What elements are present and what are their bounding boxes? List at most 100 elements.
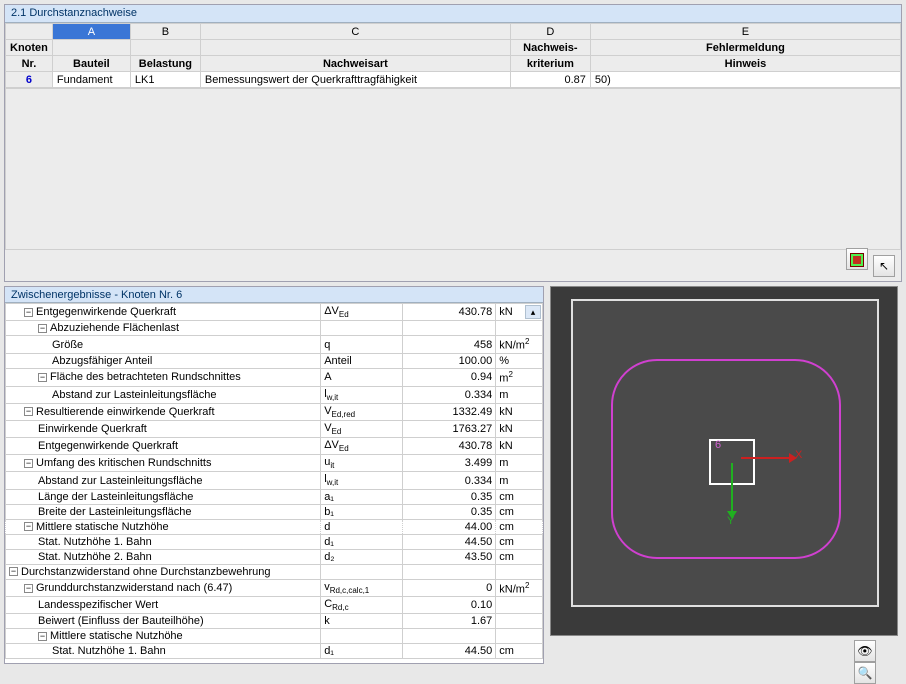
detail-table[interactable]: −Entgegenwirkende QuerkraftΔVEd430.78kN−…: [5, 303, 543, 659]
detail-name: Stat. Nutzhöhe 1. Bahn: [6, 644, 321, 659]
expand-icon[interactable]: −: [24, 522, 33, 531]
cell-hinweis[interactable]: 50): [590, 72, 900, 88]
detail-symbol: uit: [321, 455, 403, 472]
detail-value: 3.499: [402, 455, 495, 472]
x-axis: [741, 457, 791, 459]
detail-row[interactable]: −Mittlere statische Nutzhöhe: [6, 629, 543, 644]
detail-unit: m: [496, 472, 543, 489]
detail-name: Entgegenwirkende Querkraft: [6, 438, 321, 455]
detail-row[interactable]: Größeq458kN/m2: [6, 336, 543, 354]
cell-bauteil[interactable]: Fundament: [52, 72, 130, 88]
results-table[interactable]: A B C D E Knoten Nachweis- Fehlermeldung…: [5, 23, 901, 88]
expand-icon[interactable]: −: [9, 567, 18, 576]
detail-row[interactable]: Landesspezifischer WertCRd,c0.10: [6, 597, 543, 614]
expand-icon[interactable]: −: [24, 459, 33, 468]
detail-row[interactable]: Entgegenwirkende QuerkraftΔVEd430.78kN: [6, 438, 543, 455]
table-row[interactable]: 6 Fundament LK1 Bemessungswert der Querk…: [6, 72, 901, 88]
detail-unit: kN/m2: [496, 336, 543, 354]
detail-symbol: Anteil: [321, 353, 403, 368]
detail-symbol: d₁: [321, 644, 403, 659]
detail-row[interactable]: −Entgegenwirkende QuerkraftΔVEd430.78kN: [6, 304, 543, 321]
expand-icon[interactable]: −: [38, 373, 47, 382]
detail-name: Einwirkende Querkraft: [6, 420, 321, 437]
header-row-2: Nr. Bauteil Belastung Nachweisart kriter…: [6, 56, 901, 72]
detail-row[interactable]: Stat. Nutzhöhe 1. Bahnd₁44.50cm: [6, 534, 543, 549]
zoom-button[interactable]: 🔍: [854, 662, 876, 684]
detail-unit: [496, 629, 543, 644]
detail-unit: [496, 614, 543, 629]
detail-value: 430.78: [402, 304, 495, 321]
detail-row[interactable]: Stat. Nutzhöhe 2. Bahnd₂43.50cm: [6, 549, 543, 564]
detail-symbol: d: [321, 519, 403, 534]
col-e[interactable]: E: [590, 24, 900, 40]
detail-value: 458: [402, 336, 495, 354]
cell-belastung[interactable]: LK1: [130, 72, 200, 88]
detail-name: −Resultierende einwirkende Querkraft: [6, 403, 321, 420]
detail-symbol: a₁: [321, 489, 403, 504]
detail-value: 43.50: [402, 549, 495, 564]
cell-nr[interactable]: 6: [6, 72, 53, 88]
pick-button[interactable]: ↖: [873, 255, 895, 277]
detail-row[interactable]: −Umfang des kritischen Rundschnittsuit3.…: [6, 455, 543, 472]
hdr-nachweis: Nachweis-: [510, 40, 590, 56]
detail-symbol: k: [321, 614, 403, 629]
detail-value: 1763.27: [402, 420, 495, 437]
detail-row[interactable]: Einwirkende QuerkraftVEd1763.27kN: [6, 420, 543, 437]
cell-nachweisart[interactable]: Bemessungswert der Querkrafttragfähigkei…: [200, 72, 510, 88]
detail-value: 44.00: [402, 519, 495, 534]
detail-row[interactable]: −Resultierende einwirkende QuerkraftVEd,…: [6, 403, 543, 420]
expand-icon[interactable]: −: [24, 584, 33, 593]
detail-name: −Mittlere statische Nutzhöhe: [6, 519, 321, 534]
detail-value: 0.35: [402, 489, 495, 504]
detail-symbol: b₁: [321, 504, 403, 519]
scroll-up-button[interactable]: ▴: [525, 305, 541, 319]
detail-value: 1332.49: [402, 403, 495, 420]
detail-row[interactable]: −Grunddurchstanzwiderstand nach (6.47)vR…: [6, 579, 543, 597]
detail-row[interactable]: −Fläche des betrachteten RundschnittesA0…: [6, 368, 543, 386]
hdr-knoten: Knoten: [6, 40, 53, 56]
detail-name: Abzugsfähiger Anteil: [6, 353, 321, 368]
column-letter-row: A B C D E: [6, 24, 901, 40]
view-button[interactable]: 👁: [854, 640, 876, 662]
detail-symbol: vRd,c,calc,1: [321, 579, 403, 597]
col-c[interactable]: C: [200, 24, 510, 40]
detail-row[interactable]: Stat. Nutzhöhe 1. Bahnd₁44.50cm: [6, 644, 543, 659]
y-axis-label: Y: [727, 515, 734, 527]
col-a[interactable]: A: [52, 24, 130, 40]
detail-symbol: VEd,red: [321, 403, 403, 420]
detail-row[interactable]: Beiwert (Einfluss der Bauteilhöhe)k1.67: [6, 614, 543, 629]
detail-row[interactable]: −Abzuziehende Flächenlast: [6, 321, 543, 336]
detail-symbol: VEd: [321, 420, 403, 437]
hdr-nachweisart: Nachweisart: [200, 56, 510, 72]
detail-row[interactable]: Länge der Lasteinleitungsflächea₁0.35cm: [6, 489, 543, 504]
hdr-hinweis: Hinweis: [590, 56, 900, 72]
detail-row[interactable]: −Mittlere statische Nutzhöhed44.00cm: [6, 519, 543, 534]
detail-value: 100.00: [402, 353, 495, 368]
col-d[interactable]: D: [510, 24, 590, 40]
detail-row[interactable]: Abzugsfähiger AnteilAnteil100.00%: [6, 353, 543, 368]
detail-name: −Durchstanzwiderstand ohne Durchstanzbew…: [6, 564, 321, 579]
detail-name: Beiwert (Einfluss der Bauteilhöhe): [6, 614, 321, 629]
3d-viewport[interactable]: X Y 6: [550, 286, 898, 636]
expand-icon[interactable]: −: [24, 308, 33, 317]
expand-icon[interactable]: −: [38, 324, 47, 333]
detail-row[interactable]: Abstand zur Lasteinleitungsflächelw,it0.…: [6, 386, 543, 403]
detail-unit: kN/m2: [496, 579, 543, 597]
detail-name: Stat. Nutzhöhe 1. Bahn: [6, 534, 321, 549]
col-b[interactable]: B: [130, 24, 200, 40]
detail-row[interactable]: −Durchstanzwiderstand ohne Durchstanzbew…: [6, 564, 543, 579]
detail-symbol: q: [321, 336, 403, 354]
detail-value: 430.78: [402, 438, 495, 455]
detail-symbol: d₁: [321, 534, 403, 549]
expand-icon[interactable]: −: [24, 407, 33, 416]
x-axis-label: X: [795, 449, 802, 461]
detail-value: 0: [402, 579, 495, 597]
filter-button[interactable]: [846, 248, 868, 270]
cell-kriterium[interactable]: 0.87: [510, 72, 590, 88]
expand-icon[interactable]: −: [38, 632, 47, 641]
detail-unit: [496, 564, 543, 579]
detail-row[interactable]: Abstand zur Lasteinleitungsflächelw,it0.…: [6, 472, 543, 489]
detail-unit: m: [496, 455, 543, 472]
detail-row[interactable]: Breite der Lasteinleitungsflächeb₁0.35cm: [6, 504, 543, 519]
detail-unit: cm: [496, 504, 543, 519]
